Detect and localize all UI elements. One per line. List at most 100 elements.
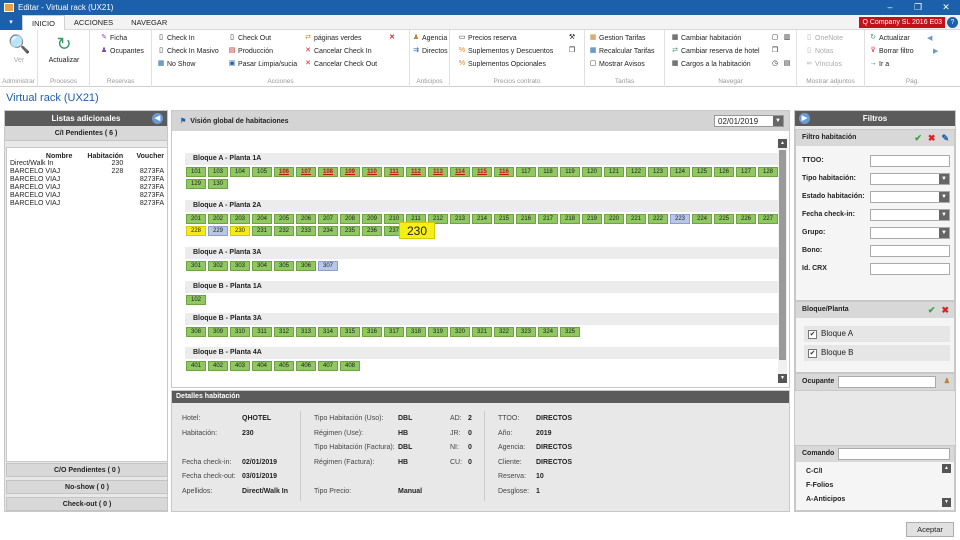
room-cell[interactable]: 219 [582, 214, 602, 224]
collapse-right-icon[interactable]: ▶ [799, 113, 810, 124]
room-cell[interactable]: 312 [274, 327, 294, 337]
room-cell[interactable]: 220 [604, 214, 624, 224]
cambiar-habitacion-button[interactable]: ▦ Cambiar habitación [671, 34, 742, 42]
room-cell[interactable]: 320 [450, 327, 470, 337]
apply-check-icon[interactable]: ✔ [927, 305, 936, 315]
room-cell[interactable]: 212 [428, 214, 448, 224]
chevron-down-icon[interactable]: ▼ [939, 192, 949, 202]
room-cell[interactable]: 105 [252, 167, 272, 177]
window-icon[interactable]: ▢ [771, 34, 779, 42]
room-cell[interactable]: 111 [384, 167, 404, 177]
room-cell[interactable]: 112 [406, 167, 426, 177]
room-cell[interactable]: 307 [318, 261, 338, 271]
room-cell[interactable]: 231 [252, 226, 272, 236]
room-cell[interactable]: 202 [208, 214, 228, 224]
ir-a-button[interactable]: → Ir a [869, 60, 890, 68]
room-cell[interactable]: 107 [296, 167, 316, 177]
room-cell[interactable]: 234 [318, 226, 338, 236]
cancelar-check-in-button[interactable]: ✕ Cancelar Check In [305, 47, 372, 55]
tab-navegar[interactable]: NAVEGAR [131, 17, 168, 27]
comando-input[interactable] [838, 448, 950, 460]
cambiar-reserva-hotel-button[interactable]: ⇄ Cambiar reserva de hotel [672, 47, 760, 55]
room-cell[interactable]: 317 [384, 327, 404, 337]
clock-icon[interactable]: ◷ [771, 60, 779, 68]
co-pendientes-header[interactable]: C/O Pendientes ( 0 ) [6, 463, 168, 477]
room-cell[interactable]: 114 [450, 167, 470, 177]
room-cell[interactable]: 228 [186, 226, 206, 236]
scroll-down-icon[interactable]: ▼ [942, 498, 951, 507]
mostrar-avisos-button[interactable]: ▢ Mostrar Avisos [589, 60, 645, 68]
room-cell[interactable]: 213 [450, 214, 470, 224]
room-cell[interactable]: 401 [186, 361, 206, 371]
copy-icon[interactable]: ❐ [771, 47, 779, 55]
maximize-icon[interactable]: ❐ [913, 2, 923, 12]
chevron-down-icon[interactable]: ▼ [773, 116, 783, 126]
scroll-up-icon[interactable]: ▲ [942, 464, 951, 473]
room-cell[interactable]: 233 [296, 226, 316, 236]
file-menu-button[interactable]: ▾ [0, 14, 22, 30]
room-cell[interactable]: 305 [274, 261, 294, 271]
room-cell[interactable]: 106 [274, 167, 294, 177]
actualizar-pag-button[interactable]: ↻ Actualizar [870, 34, 910, 42]
col-nombre[interactable]: Nombre [45, 153, 73, 160]
help-icon[interactable]: ? [947, 16, 958, 28]
produccion-button[interactable]: ▤ Producción [228, 47, 274, 55]
scroll-up-icon[interactable]: ▲ [778, 139, 787, 148]
room-cell[interactable]: 309 [208, 327, 228, 337]
col-habitacion[interactable]: Habitación [87, 153, 124, 160]
recalcular-tarifas-button[interactable]: ▦ Recalcular Tarifas [589, 47, 655, 55]
room-cell[interactable]: 103 [208, 167, 228, 177]
copy-icon[interactable]: ❐ [568, 47, 576, 55]
room-cell[interactable]: 236 [362, 226, 382, 236]
room-cell[interactable]: 216 [516, 214, 536, 224]
room-cell[interactable]: 403 [230, 361, 250, 371]
check-in-masivo-button[interactable]: ▯ Check In Masivo [157, 47, 219, 55]
room-cell[interactable]: 313 [296, 327, 316, 337]
vertical-scrollbar[interactable]: ▲ ▼ [778, 139, 787, 383]
room-cell[interactable]: 210 [384, 214, 404, 224]
suplementos-opcionales-button[interactable]: % Suplementos Opcionales [458, 60, 546, 68]
room-cell[interactable]: 205 [274, 214, 294, 224]
room-cell[interactable]: 218 [560, 214, 580, 224]
noshow-header[interactable]: No-show ( 0 ) [6, 480, 168, 494]
room-cell[interactable]: 232 [274, 226, 294, 236]
room-cell[interactable]: 128 [758, 167, 778, 177]
room-cell[interactable]: 215 [494, 214, 514, 224]
no-show-button[interactable]: ▦ No Show [157, 60, 196, 68]
ver-button[interactable]: 🔍 Ver [8, 34, 31, 64]
tab-acciones[interactable]: ACCIONES [73, 17, 114, 27]
room-cell[interactable]: 315 [340, 327, 360, 337]
room-cell[interactable]: 122 [626, 167, 646, 177]
check-out-button[interactable]: ▯ Check Out [228, 34, 271, 42]
bloque-a-checkbox[interactable]: ✔ Bloque A [804, 326, 950, 342]
aceptar-button[interactable]: Aceptar [906, 522, 954, 537]
scroll-down-icon[interactable]: ▼ [778, 374, 787, 383]
ci-pendientes-header[interactable]: C/I Pendientes ( 6 ) [5, 126, 167, 141]
room-cell[interactable]: 206 [296, 214, 316, 224]
room-cell[interactable]: 324 [538, 327, 558, 337]
suplementos-descuentos-button[interactable]: % Suplementos y Descuentos [458, 47, 554, 55]
cargos-habitacion-button[interactable]: ▦ Cargos a la habitación [671, 60, 751, 68]
room-cell[interactable]: 306 [296, 261, 316, 271]
checkbox-checked-icon[interactable]: ✔ [808, 348, 817, 358]
actualizar-button[interactable]: ↻ Actualizar [48, 34, 80, 64]
room-cell[interactable]: 223 [670, 214, 690, 224]
room-cell[interactable]: 303 [230, 261, 250, 271]
list-item[interactable]: BARCELO VIAJ 8273FA [7, 192, 167, 200]
prev-page-icon[interactable]: ◀ [927, 35, 933, 42]
room-cell[interactable]: 311 [252, 327, 272, 337]
room-cell[interactable]: 224 [692, 214, 712, 224]
room-cell[interactable]: 217 [538, 214, 558, 224]
next-page-icon[interactable]: ▶ [933, 48, 939, 55]
room-cell[interactable]: 119 [560, 167, 580, 177]
room-cell[interactable]: 130 [208, 179, 228, 189]
comando-item[interactable]: C-C/I [806, 468, 823, 475]
room-cell[interactable]: 207 [318, 214, 338, 224]
list-icon[interactable]: ▤ [783, 60, 791, 68]
room-cell[interactable]: 229 [208, 226, 228, 236]
close-icon[interactable]: ✕ [942, 2, 950, 12]
room-cell[interactable]: 302 [208, 261, 228, 271]
clear-x-icon[interactable]: ✖ [941, 305, 949, 315]
room-cell[interactable]: 308 [186, 327, 206, 337]
scroll-thumb[interactable] [779, 150, 786, 360]
